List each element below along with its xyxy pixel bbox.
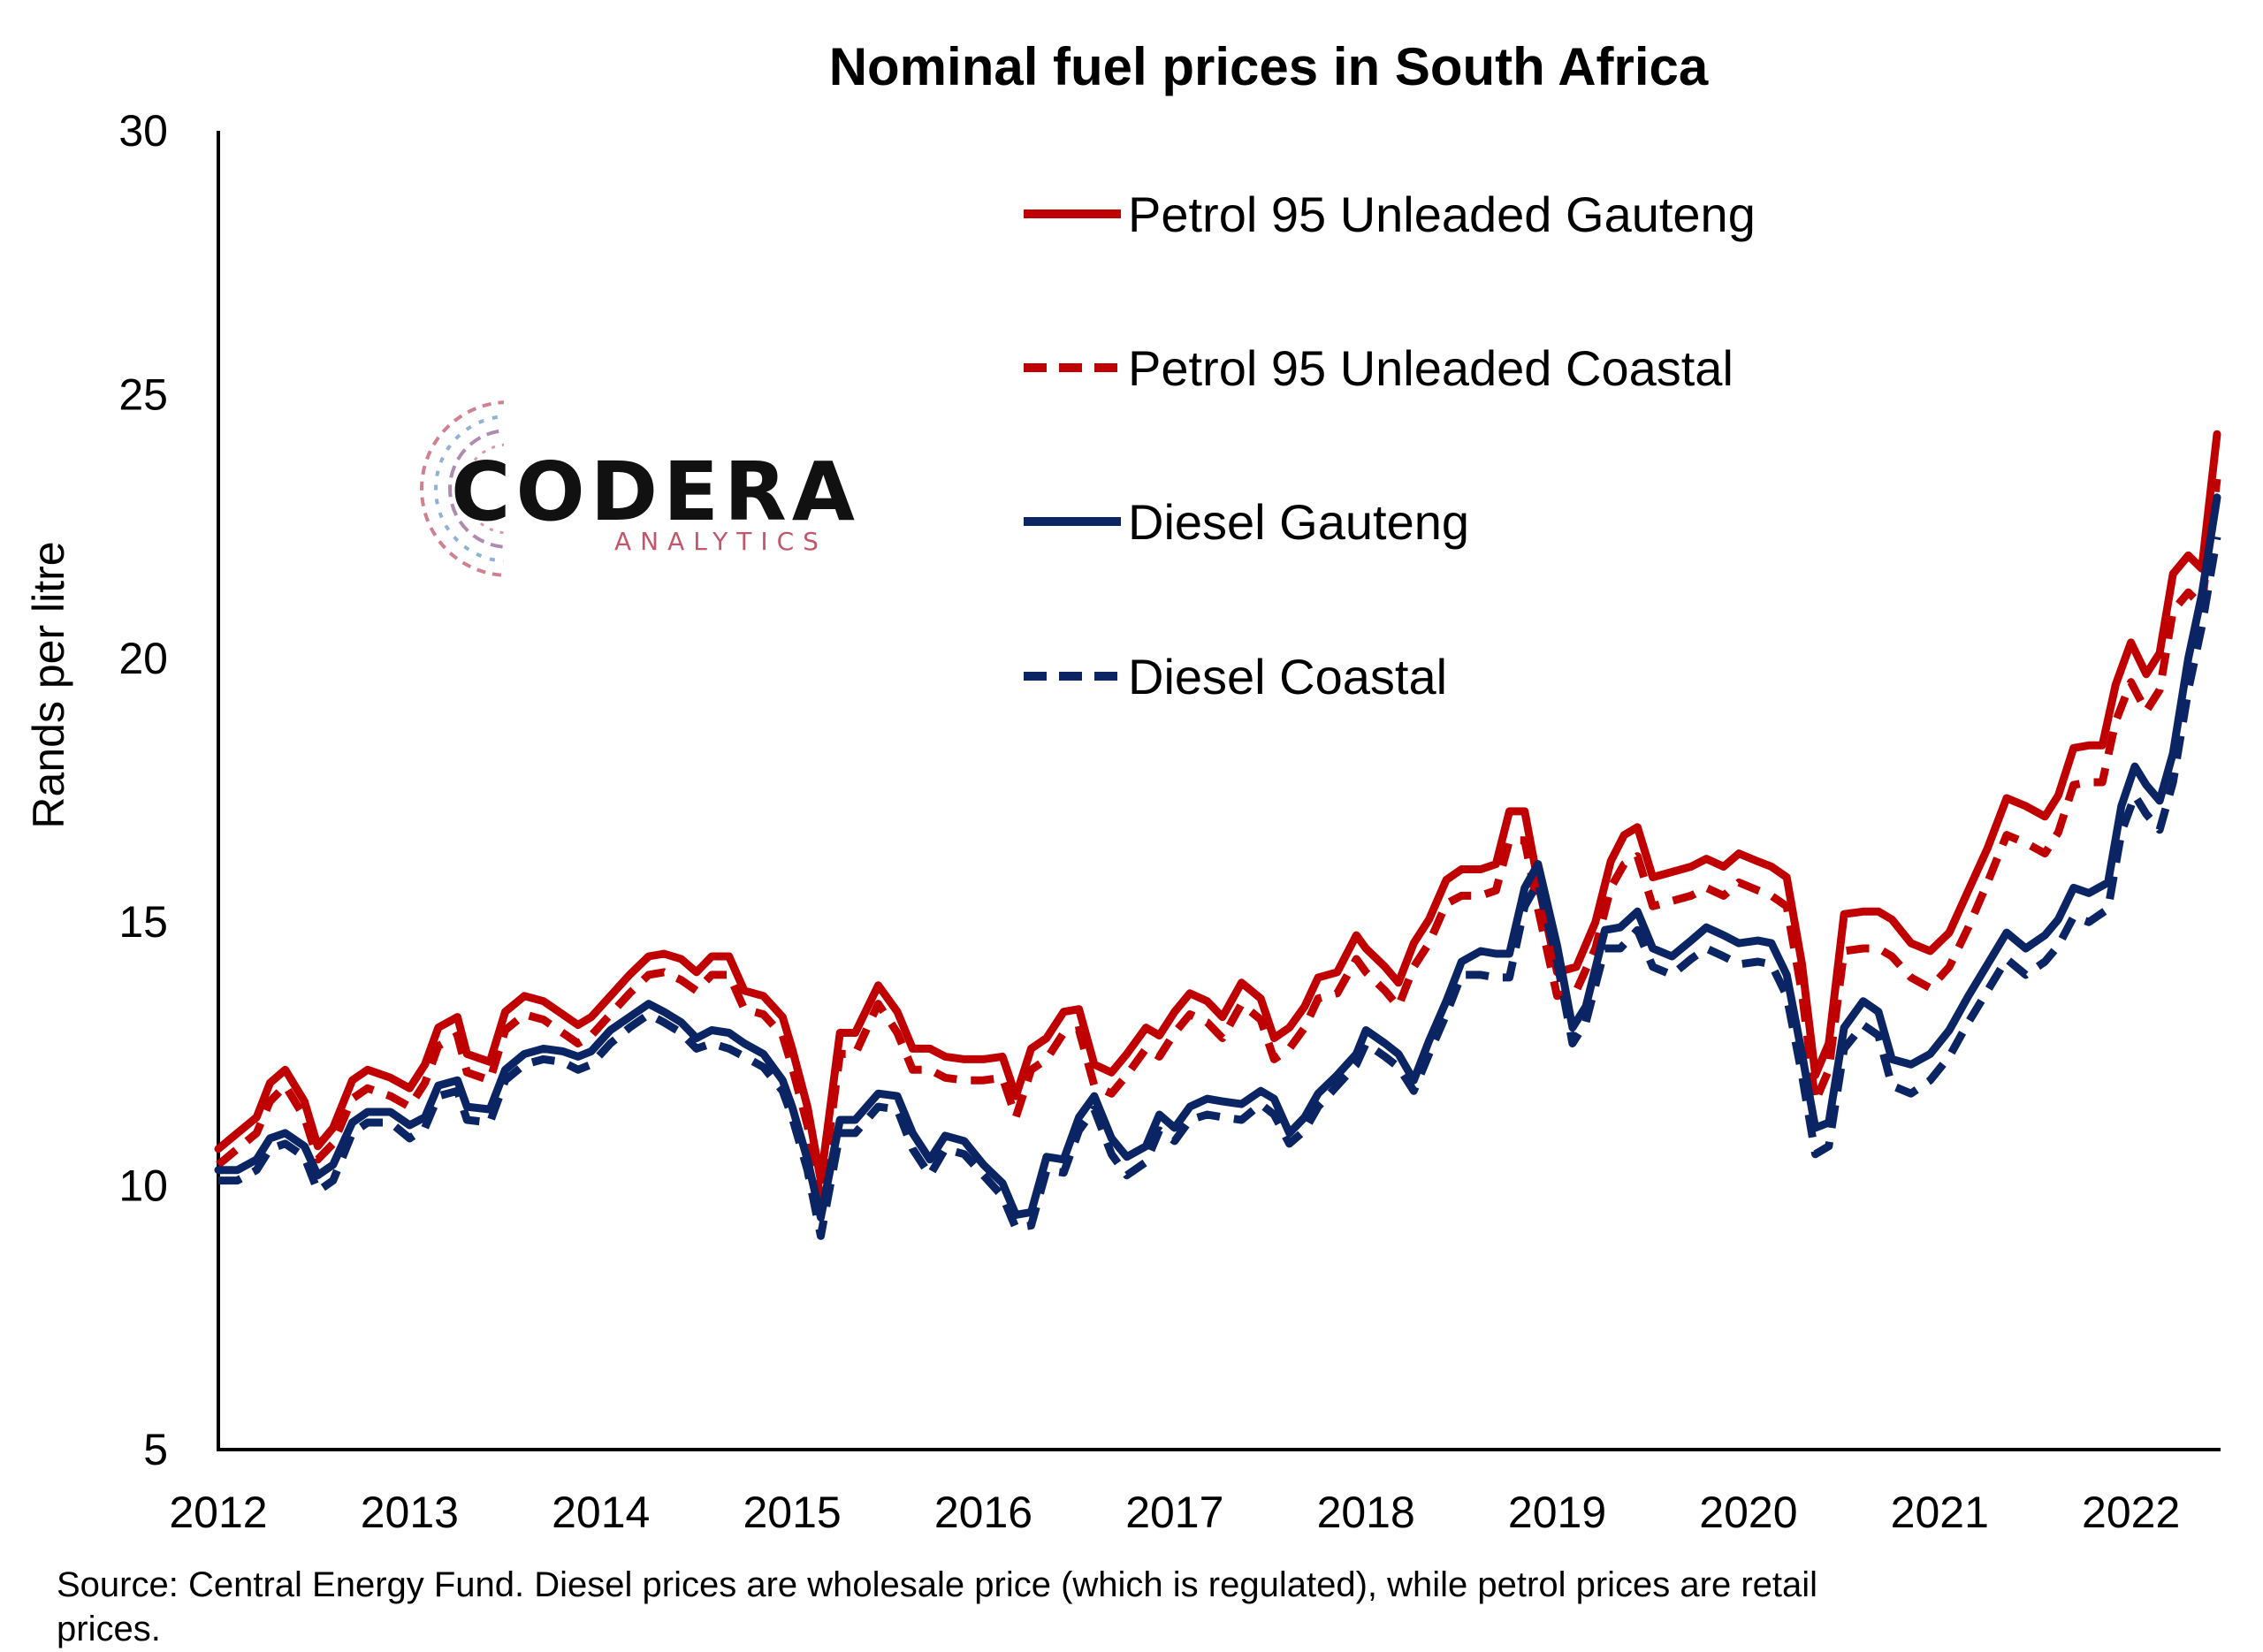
x-tick-label-2014: 2014 <box>552 1488 650 1537</box>
series-lines <box>214 430 2221 1240</box>
logo-circuit-icon <box>420 392 610 586</box>
legend-item-diesel-coastal: Diesel Coastal <box>1024 649 1447 704</box>
logo-tagline: ANALYTICS <box>614 527 827 556</box>
y-axis-label: Rands per litre <box>24 541 73 828</box>
logo-wordmark: CODERA <box>451 445 860 539</box>
x-tick-label-2022: 2022 <box>2082 1488 2180 1537</box>
series-line-petrol-95-unleaded-coastal <box>216 478 2221 1203</box>
legend-label-diesel-coastal: Diesel Coastal <box>1128 649 1447 704</box>
legend-label-petrol-95-unleaded-gauteng: Petrol 95 Unleaded Gauteng <box>1128 187 1756 242</box>
legend-label-petrol-95-unleaded-coastal: Petrol 95 Unleaded Coastal <box>1128 340 1733 396</box>
y-tick-label-20: 20 <box>118 634 168 683</box>
legend-item-diesel-gauteng: Diesel Gauteng <box>1024 494 1469 550</box>
x-tick-label-2020: 2020 <box>1699 1488 1797 1537</box>
y-tick-label-10: 10 <box>118 1161 168 1211</box>
x-tick-label-2019: 2019 <box>1508 1488 1606 1537</box>
y-axis-ticks: 30 25 20 15 10 5 <box>118 106 168 1474</box>
source-note-line2: prices. <box>57 1610 161 1648</box>
x-tick-label-2017: 2017 <box>1125 1488 1223 1537</box>
y-tick-label-5: 5 <box>143 1425 168 1474</box>
x-tick-label-2016: 2016 <box>934 1488 1032 1537</box>
x-axis-ticks: 2012 2013 2014 2015 2016 2017 2018 2019 2020 2021… <box>169 1488 2180 1537</box>
x-tick-label-2018: 2018 <box>1317 1488 1415 1537</box>
x-tick-label-2012: 2012 <box>169 1488 267 1537</box>
source-note-line1: Source: Central Energy Fund. Diesel pric… <box>57 1565 1817 1604</box>
x-tick-label-2013: 2013 <box>361 1488 459 1537</box>
series-line-diesel-gauteng <box>214 493 2221 1222</box>
series-line-petrol-95-unleaded-gauteng <box>214 430 2221 1185</box>
y-tick-label-25: 25 <box>118 369 168 419</box>
y-tick-label-30: 30 <box>118 106 168 156</box>
legend: Petrol 95 Unleaded Gauteng Petrol 95 Unle… <box>1024 187 1756 704</box>
legend-item-petrol-95-unleaded-gauteng: Petrol 95 Unleaded Gauteng <box>1024 187 1756 242</box>
series-line-diesel-coastal <box>218 536 2221 1240</box>
legend-label-diesel-gauteng: Diesel Gauteng <box>1128 494 1469 550</box>
y-tick-label-15: 15 <box>118 897 168 947</box>
x-tick-label-2021: 2021 <box>1891 1488 1989 1537</box>
chart-title: Nominal fuel prices in South Africa <box>829 37 1709 96</box>
codera-logo: CODERA ANALYTICS <box>420 392 860 586</box>
legend-item-petrol-95-unleaded-coastal: Petrol 95 Unleaded Coastal <box>1024 340 1733 396</box>
x-tick-label-2015: 2015 <box>743 1488 841 1537</box>
